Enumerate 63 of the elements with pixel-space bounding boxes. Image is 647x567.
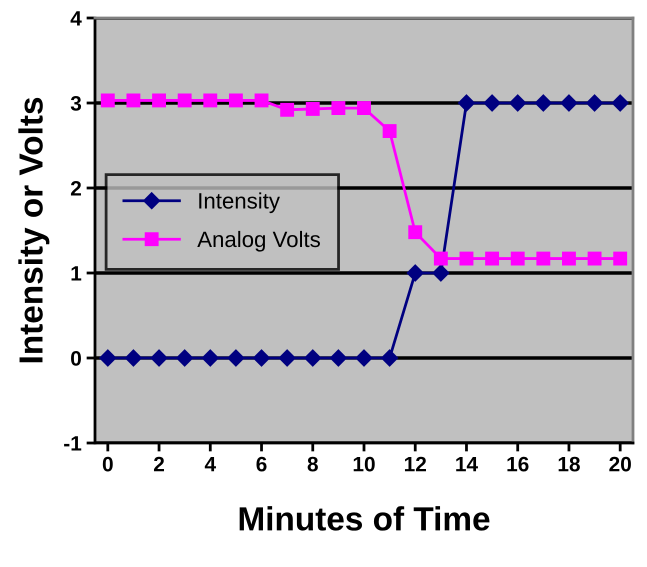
legend-label: Analog Volts [197,230,320,252]
point [586,94,604,112]
point [150,349,168,367]
point [382,124,397,138]
x-tick-label: 6 [256,456,267,472]
point [434,252,448,266]
point [254,94,268,108]
point [126,94,140,108]
x-tick-label: 16 [507,456,529,472]
point [280,102,294,117]
point [408,225,422,240]
point [252,349,270,367]
legend-label: Intensity [199,192,280,214]
point [432,264,450,282]
x-tick-label: 0 [102,456,113,472]
y-tick-label: 1 [72,266,82,281]
point [176,349,194,367]
point [536,252,550,266]
point [152,94,166,108]
point [458,94,476,112]
point [509,94,526,112]
point [588,252,602,266]
point [460,252,474,266]
y-axis-title: Intensity or Volts [18,98,50,362]
x-axis-title: Minutes of Time [240,506,490,531]
point [331,101,346,116]
point [100,94,115,108]
x-tick-label: 10 [354,456,375,472]
y-tick-label: 0 [71,351,81,366]
point [99,349,116,367]
y-tick-label: 2 [70,181,81,196]
x-tick-label: 8 [308,456,318,472]
point [406,264,424,282]
point [304,349,322,367]
x-tick-label: 20 [609,456,631,472]
x-tick-label: 2 [154,456,164,472]
x-tick-label: 18 [558,456,580,472]
x-tick-label: 14 [456,456,478,472]
point [534,94,552,112]
point [562,252,576,266]
point [355,349,373,367]
point [330,349,347,367]
point [124,349,142,367]
y-tick-label: -1 [64,436,82,451]
point [227,349,244,367]
point [484,94,501,112]
point [510,252,525,266]
point [278,349,296,367]
point [560,94,578,112]
point [612,94,629,112]
x-tick-label: 4 [204,456,216,472]
point [381,349,398,367]
y-tick-label: 4 [70,11,82,26]
point [306,102,320,116]
point [202,349,219,367]
point [178,94,192,108]
point [228,94,243,108]
point [203,94,218,108]
x-tick-label: 12 [404,456,426,472]
y-tick-label: 3 [70,96,82,111]
point [485,252,500,266]
point [357,101,371,116]
point [613,252,628,266]
